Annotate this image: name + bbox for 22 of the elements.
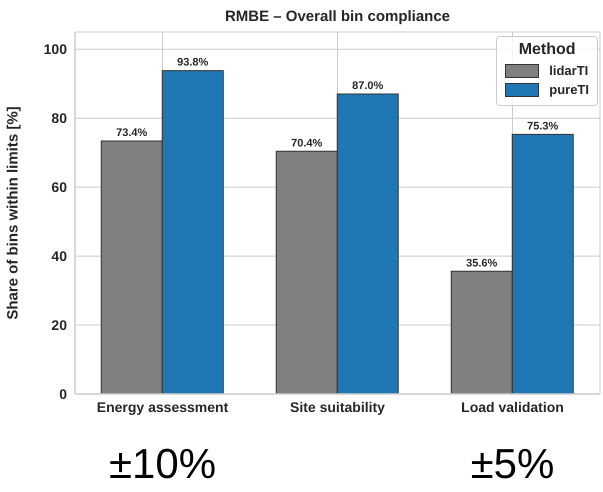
text: ±5% (470, 440, 556, 488)
data-label: 35.6% (466, 257, 498, 270)
legend-label: lidarTI (548, 63, 589, 78)
legend-title: Method (518, 41, 577, 59)
data-label: 75.3% (527, 120, 559, 132)
x-tick-label: Energy assessment (96, 398, 229, 415)
y-tick-label: 20 (51, 317, 68, 334)
data-label: 73.4% (116, 126, 148, 139)
data-label: 70.4% (291, 137, 323, 150)
y-axis-title: Share of bins within limits [%] (4, 106, 22, 320)
y-tick-label: 80 (51, 110, 68, 126)
legend-label: pureTI (548, 82, 589, 97)
y-tick-label: 60 (51, 179, 68, 196)
chart-title: RMBE – Overall bin compliance (224, 8, 452, 25)
y-tick-label: 40 (51, 248, 68, 264)
data-label: 93.8% (177, 56, 209, 69)
x-tick-label: Load validation (461, 398, 564, 415)
y-tick-label: 0 (59, 386, 68, 402)
data-label: 87.0% (352, 80, 384, 92)
y-tick-label: 100 (44, 41, 68, 58)
x-tick-label: Site suitability (290, 398, 386, 415)
text: ±10% (108, 440, 218, 488)
